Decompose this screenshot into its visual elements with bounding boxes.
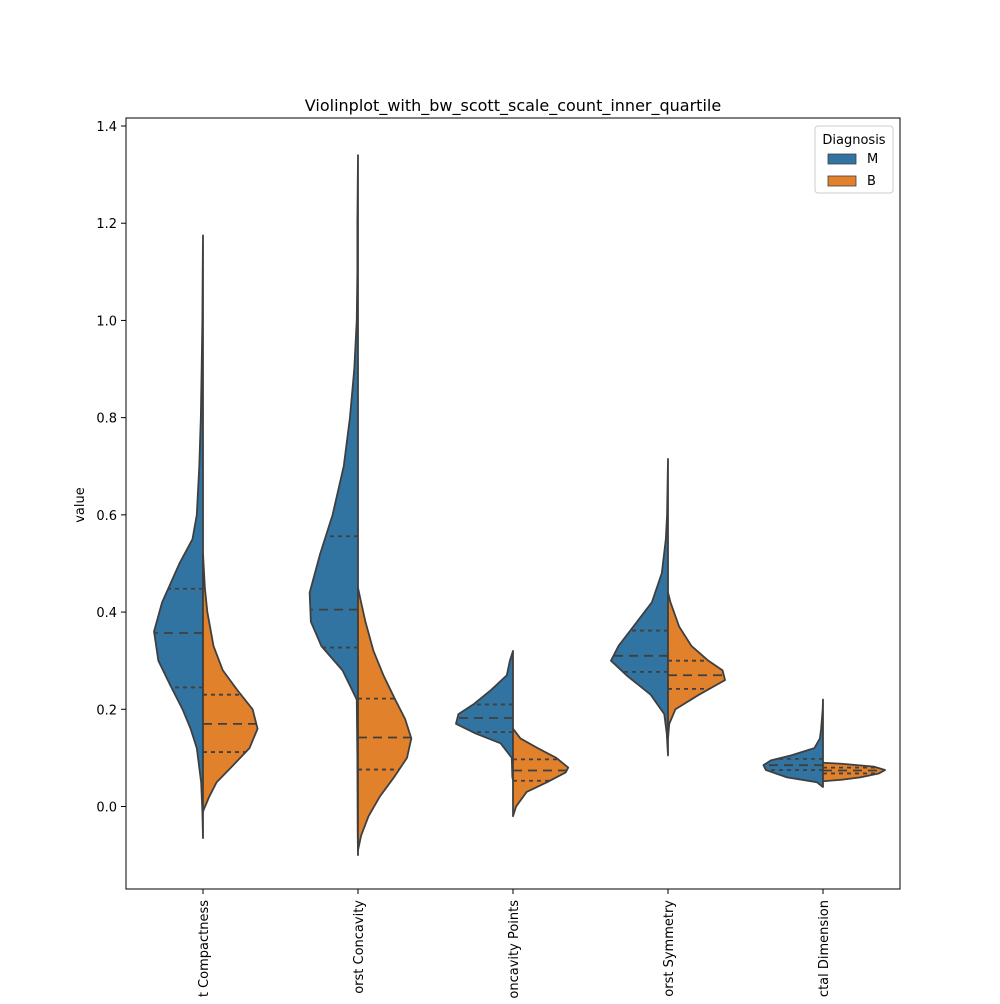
violin-half-m	[610, 458, 669, 757]
x-tick-label: t Compactness	[197, 900, 212, 997]
y-tick-label: 1.2	[96, 217, 117, 232]
y-tick-label: 0.6	[96, 509, 117, 524]
legend-swatch-m	[827, 153, 857, 165]
violin-half-b	[512, 727, 570, 818]
legend-swatch-b	[827, 175, 857, 187]
x-tick-label: orst Symmetry	[662, 900, 677, 997]
y-axis-label: value	[73, 487, 88, 523]
violin-layer	[153, 154, 886, 857]
quartile-lines-layer	[154, 535, 885, 782]
x-tick-label: oncavity Points	[507, 900, 522, 999]
violin-half-b	[822, 761, 886, 783]
violin-half-m	[762, 698, 824, 788]
legend-label-m: M	[867, 152, 878, 167]
y-tick-label: 1.4	[96, 120, 117, 135]
legend: Diagnosis M B	[814, 125, 894, 194]
y-axis: 0.0 0.2 0.4 0.6 0.8 1.0 1.2 1.4	[96, 120, 126, 816]
chart-title: Violinplot_with_bw_scott_scale_count_inn…	[305, 96, 721, 116]
x-tick-label: orst Concavity	[352, 900, 367, 994]
legend-label-b: B	[867, 174, 876, 189]
y-tick-label: 0.8	[96, 412, 117, 427]
y-tick-label: 1.0	[96, 314, 117, 329]
violin-half-m	[153, 234, 204, 839]
violin-half-b	[202, 552, 259, 813]
y-tick-label: 0.0	[96, 801, 117, 816]
legend-title: Diagnosis	[822, 133, 885, 148]
y-tick-label: 0.4	[96, 606, 117, 621]
x-axis: t Compactness orst Concavity oncavity Poin…	[197, 889, 832, 999]
y-tick-label: 0.2	[96, 703, 117, 718]
x-tick-label: ctal Dimension	[817, 900, 832, 997]
violin-half-b	[357, 586, 413, 852]
